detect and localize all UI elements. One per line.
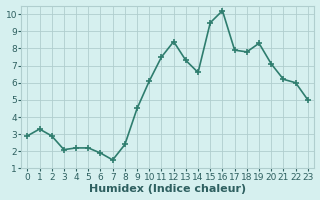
X-axis label: Humidex (Indice chaleur): Humidex (Indice chaleur) [89, 184, 246, 194]
